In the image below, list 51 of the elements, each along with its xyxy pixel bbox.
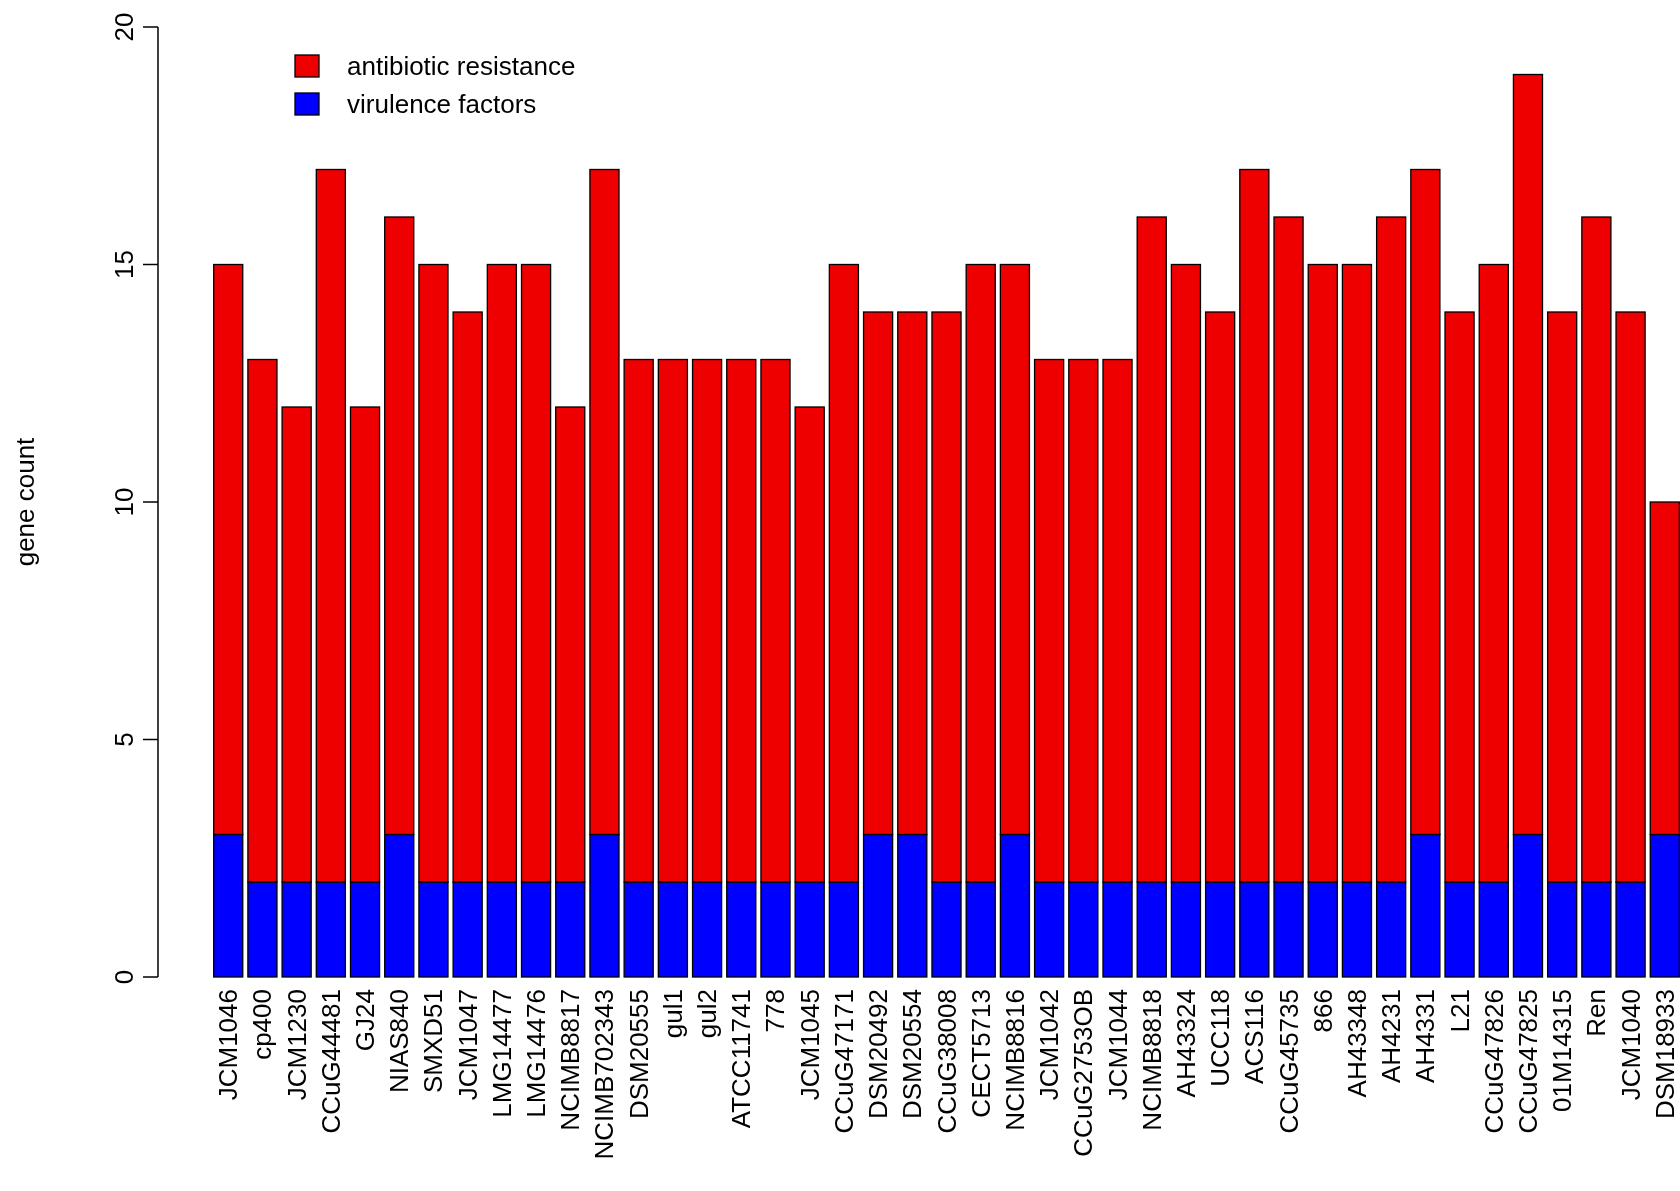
x-tick-label: NCIMB8818	[1136, 989, 1167, 1131]
y-tick-label: 15	[109, 250, 139, 279]
x-tick-label: JCM1045	[794, 989, 825, 1101]
x-tick-label: NCIMB702343	[589, 989, 620, 1160]
x-tick-label: DSM20555	[623, 989, 654, 1120]
x-tick-label: JCM1040	[1615, 989, 1646, 1101]
x-tick-label: CCuG47825	[1512, 989, 1543, 1134]
x-tick-label: 866	[1307, 989, 1338, 1033]
x-tick-label: CCuG45735	[1273, 989, 1304, 1134]
x-tick-label: NCIMB8817	[555, 989, 586, 1131]
x-tick-label: LMG14476	[521, 989, 552, 1118]
x-tick-label: CCuG47826	[1478, 989, 1509, 1134]
x-tick-label: DSM20492	[863, 989, 894, 1120]
y-tick-label: 10	[109, 487, 139, 517]
x-tick-label: NCIMB8816	[999, 989, 1030, 1131]
x-tick-label: AH4331	[1410, 989, 1441, 1083]
y-tick-label: 20	[109, 12, 139, 42]
x-tick-label: AH43324	[1170, 989, 1201, 1098]
x-tick-label: cp400	[247, 989, 278, 1060]
x-tick-label: AH4231	[1376, 989, 1407, 1083]
y-axis-title: gene count	[10, 436, 40, 567]
x-tick-label: NIAS840	[384, 989, 415, 1094]
x-tick-label: CCuG44481	[315, 989, 346, 1134]
x-tick-label: AH43348	[1341, 989, 1372, 1098]
x-tick-label: DSM20554	[897, 989, 928, 1120]
x-tick-label: CECT5713	[965, 989, 996, 1118]
x-tick-label: CCuG2753OB	[1068, 989, 1099, 1157]
x-tick-label: L21	[1444, 989, 1475, 1033]
x-tick-label: JCM1047	[452, 989, 483, 1101]
x-tick-label: JCM1230	[281, 989, 312, 1101]
x-tick-label: ATCC11741	[726, 989, 757, 1129]
x-tick-label: JCM1046	[213, 989, 244, 1101]
legend-label: virulence factors	[347, 89, 537, 119]
x-tick-label: 778	[760, 989, 791, 1033]
x-tick-label: 01M14315	[1547, 989, 1578, 1112]
x-tick-label: Ren	[1581, 989, 1612, 1037]
y-tick-label: 0	[109, 969, 139, 985]
x-tick-label: gul2	[692, 989, 723, 1039]
x-tick-label: ACS116	[1239, 989, 1270, 1084]
x-tick-label: JCM1042	[1034, 989, 1065, 1101]
legend-label: antibiotic resistance	[347, 51, 576, 81]
x-tick-label: GJ24	[350, 989, 381, 1052]
y-tick-label: 5	[109, 732, 139, 747]
x-tick-label: gul1	[657, 989, 688, 1039]
x-tick-label: DSM18933	[1649, 989, 1680, 1120]
x-tick-label: CCuG38008	[931, 989, 962, 1134]
x-tick-label: LMG14477	[486, 989, 517, 1118]
x-tick-label: SMXD51	[418, 989, 449, 1094]
x-tick-label: CCuG47171	[828, 989, 859, 1134]
x-tick-label: JCM1044	[1102, 989, 1133, 1101]
x-tick-label: UCC118	[1205, 989, 1236, 1087]
